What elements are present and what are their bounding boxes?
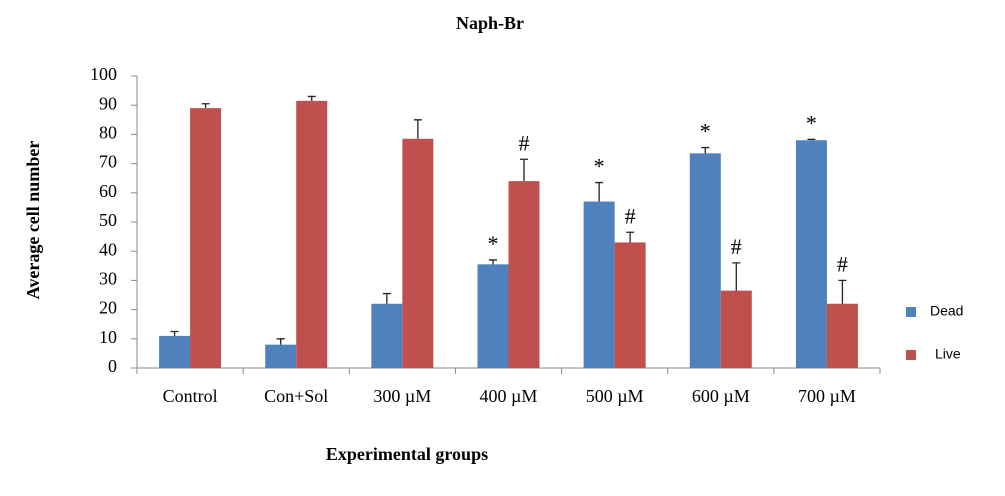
y-tick-label: 30 [99,269,117,289]
x-tick-label: 700 µM [798,386,856,406]
bar [689,153,721,368]
bar [508,181,540,368]
error-bar [170,330,179,336]
annotation: * [806,110,817,135]
legend-swatch [906,350,916,360]
error-bar [732,262,741,291]
y-tick-label: 40 [99,239,117,259]
y-tick-label: 100 [90,64,117,84]
bar [265,344,297,368]
y-tick-label: 50 [99,210,117,230]
error-bar [807,138,816,141]
y-tick-label: 80 [99,123,117,143]
bar [477,264,509,368]
error-bar [626,231,635,243]
error-bar [307,95,316,101]
error-bar [201,103,210,109]
annotation: # [837,251,848,276]
x-tick-label: 500 µM [586,386,644,406]
y-tick-label: 60 [99,181,117,201]
x-tick-label: Con+Sol [264,386,328,406]
bar [190,108,222,369]
bar [159,335,191,368]
bar [296,100,328,368]
legend-label: Live [935,346,961,362]
error-bar [489,259,497,265]
x-axis-title: Experimental groups [326,444,488,464]
y-tick-label: 90 [99,93,117,113]
y-tick-label: 70 [99,152,117,172]
annotation: * [488,231,499,256]
error-bar [701,146,710,154]
error-bar [595,181,604,202]
error-bar [838,279,847,304]
bar [720,290,752,368]
bar [583,201,615,368]
y-tick-label: 20 [99,298,117,318]
legend-swatch [906,307,916,317]
chart-title: Naph-Br [456,13,524,33]
annotation: * [594,154,605,179]
error-bar [382,292,391,304]
bar [371,303,403,368]
y-tick-label: 10 [99,327,117,347]
bar [795,140,827,368]
y-axis-title: Average cell number [23,141,43,300]
annotation: * [700,119,711,144]
bar [614,242,646,368]
annotation: # [625,203,636,228]
x-tick-label: 600 µM [692,386,750,406]
x-tick-label: 400 µM [480,386,538,406]
annotation: # [519,130,530,155]
error-bar [413,119,422,139]
error-bar [276,338,285,345]
legend-label: Dead [930,303,963,319]
bar [826,303,858,368]
annotation: # [731,234,742,259]
bar [402,138,434,368]
error-bar [520,158,528,182]
x-tick-label: Control [163,386,218,406]
x-tick-label: 300 µM [373,386,431,406]
y-tick-label: 0 [108,356,117,376]
